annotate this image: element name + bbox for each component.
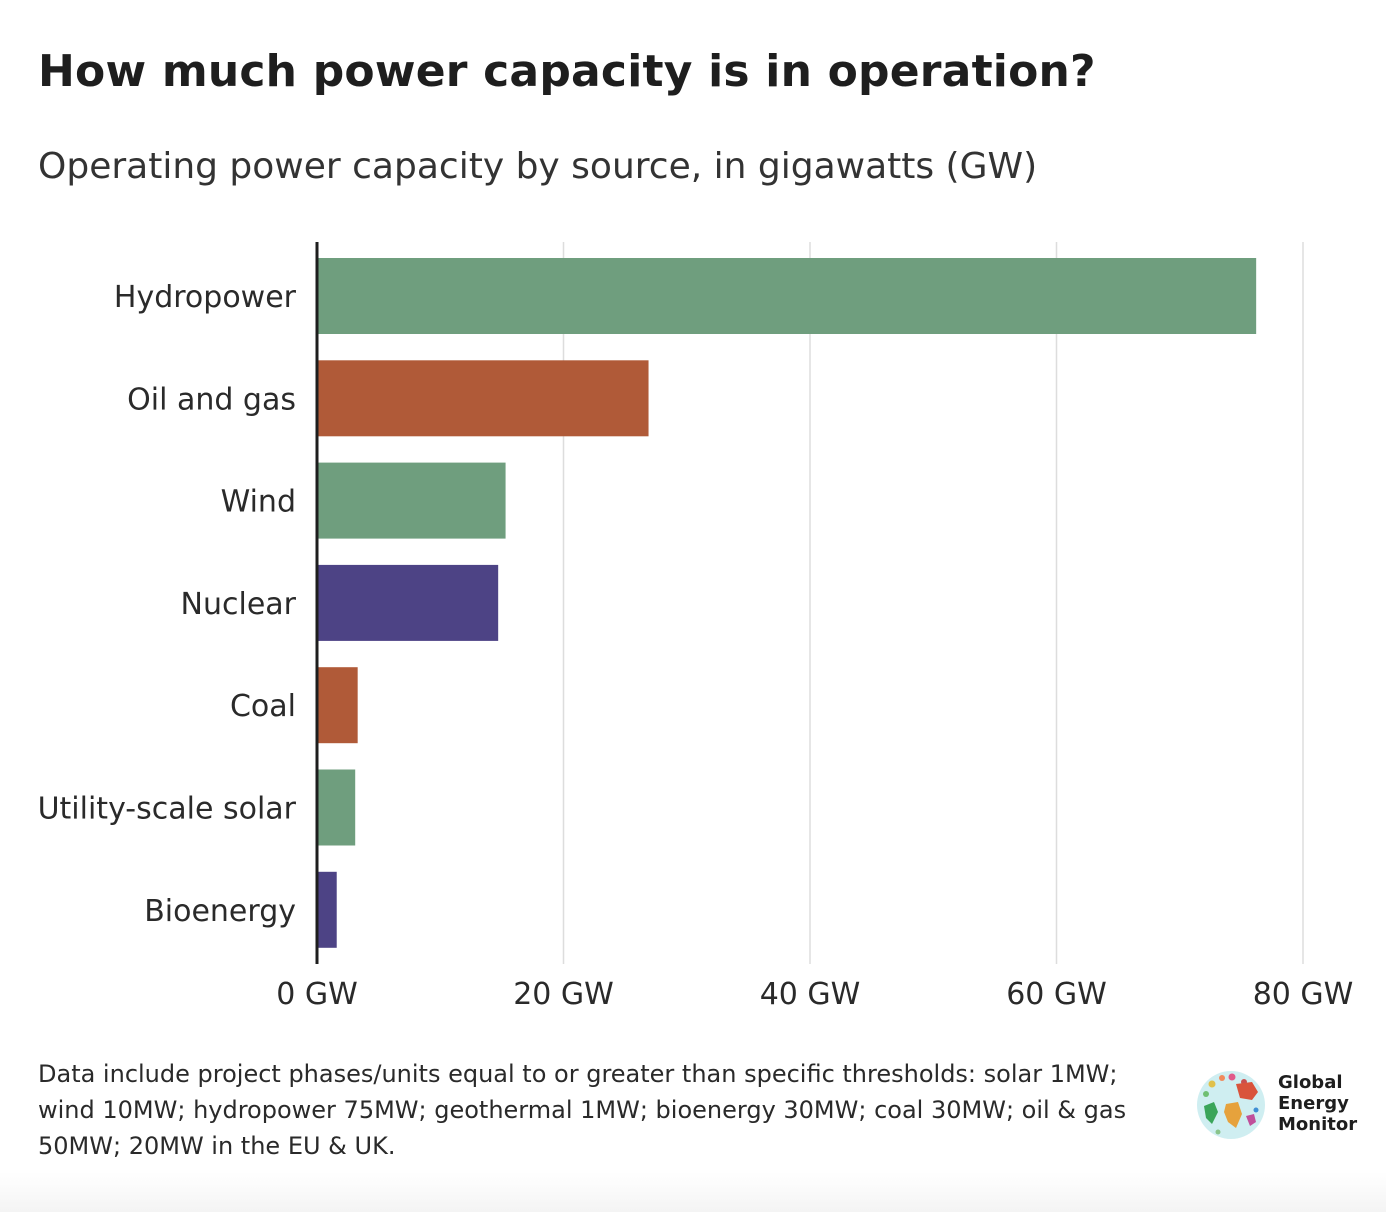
- category-label: Nuclear: [181, 587, 297, 622]
- bar-coal: [317, 667, 358, 744]
- chart-subtitle: Operating power capacity by source, in g…: [38, 146, 1038, 187]
- x-tick-label: 0 GW: [276, 977, 358, 1012]
- globe-icon: [1197, 1071, 1265, 1139]
- logo-text-line: Energy: [1278, 1093, 1349, 1114]
- category-label: Wind: [221, 485, 296, 520]
- bar-hydropower: [317, 258, 1257, 334]
- bottom-fade: [0, 1172, 1386, 1212]
- bars: [317, 258, 1257, 948]
- logo-text-line: Monitor: [1278, 1114, 1358, 1135]
- x-tick-label: 40 GW: [760, 977, 861, 1012]
- x-tick-label: 60 GW: [1006, 977, 1107, 1012]
- bar-oil-and-gas: [317, 360, 649, 437]
- category-label: Bioenergy: [144, 894, 296, 929]
- chart-title: How much power capacity is in operation?: [38, 46, 1096, 97]
- bar-bioenergy: [317, 871, 337, 948]
- category-labels: Hydropower Oil and gas Wind Nuclear Coal Util…: [38, 280, 297, 929]
- x-tick-label: 20 GW: [513, 977, 614, 1012]
- category-label: Hydropower: [114, 280, 297, 315]
- bar-utility-scale-solar: [317, 769, 356, 846]
- category-label: Coal: [230, 689, 296, 724]
- x-tick-label: 80 GW: [1253, 977, 1354, 1012]
- bar-chart: Hydropower Oil and gas Wind Nuclear Coal Util…: [38, 242, 1353, 1012]
- bar-wind: [317, 462, 506, 539]
- gridlines: [562, 242, 1304, 964]
- category-label: Oil and gas: [127, 382, 296, 417]
- global-energy-monitor-logo: Global Energy Monitor: [1196, 1068, 1366, 1140]
- footnote: Data include project phases/units equal …: [38, 1060, 1127, 1160]
- logo-text-line: Global: [1278, 1072, 1343, 1093]
- x-axis-ticks: 0 GW 20 GW 40 GW 60 GW 80 GW: [276, 977, 1353, 1012]
- bar-nuclear: [317, 564, 499, 641]
- category-label: Utility-scale solar: [38, 792, 297, 827]
